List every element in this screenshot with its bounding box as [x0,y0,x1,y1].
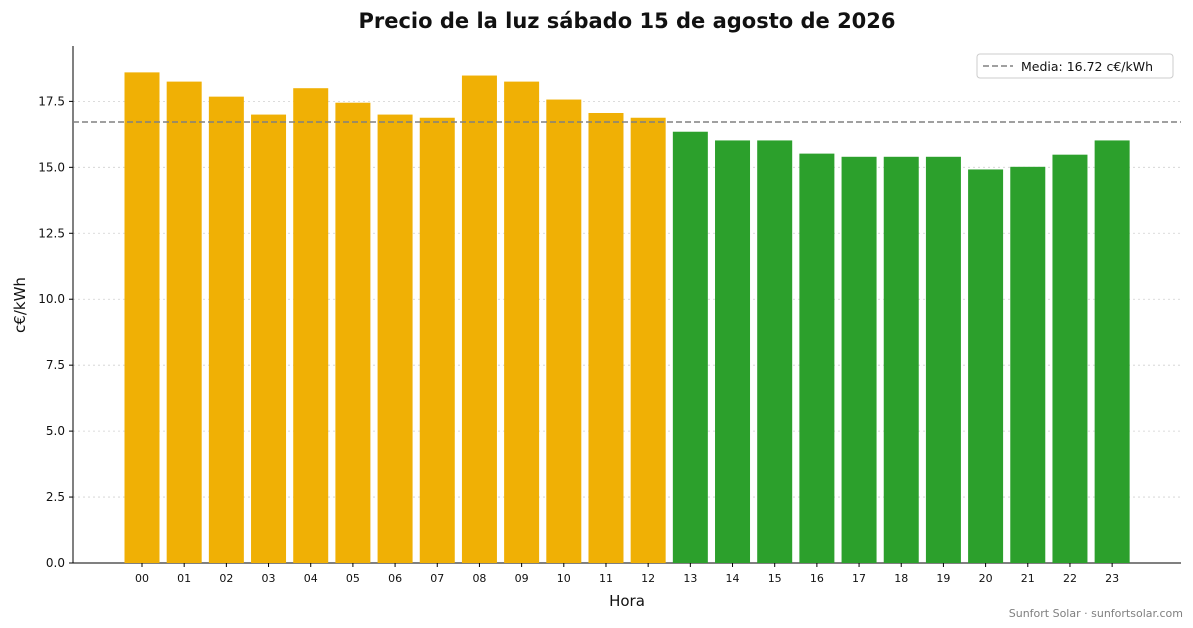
legend: Media: 16.72 c€/kWh [976,53,1174,79]
y-tick-label: 10.0 [38,292,65,306]
y-tick-label: 0.0 [46,556,65,570]
bars [124,72,1130,564]
bar-hour-07 [419,117,455,563]
bar-hour-05 [335,102,371,563]
x-tick-label: 00 [135,572,149,585]
x-tick-label: 14 [726,572,740,585]
bar-hour-00 [124,72,160,563]
bar-hour-14 [715,140,751,563]
bar-hour-15 [757,140,793,563]
x-tick-label: 19 [936,572,950,585]
bar-hour-11 [588,112,624,564]
bar-hour-06 [377,114,413,563]
x-tick-label: 16 [810,572,824,585]
legend-mean-label: Media: 16.72 c€/kWh [1021,59,1153,74]
bar-hour-12 [630,117,666,563]
bar-hour-23 [1094,140,1130,563]
bar-hour-16 [799,153,835,563]
y-tick-label: 15.0 [38,160,65,174]
y-tick-label: 7.5 [46,358,65,372]
bar-hour-03 [251,114,287,563]
x-ticks: 00 01 02 03 04 05 06 07 08 09 10 11 12 13 14 15 16 17 18 19… [135,563,1119,585]
bar-hour-21 [1010,166,1046,563]
x-tick-label: 05 [346,572,360,585]
bar-hour-08 [461,75,497,564]
y-tick-label: 12.5 [38,226,65,240]
y-tick-label: 17.5 [38,94,65,108]
x-tick-label: 22 [1063,572,1077,585]
x-tick-label: 11 [599,572,613,585]
x-tick-label: 15 [768,572,782,585]
bar-hour-02 [208,96,244,563]
x-tick-label: 03 [262,572,276,585]
x-axis-label: Hora [609,592,645,610]
credit-text: Sunfort Solar · sunfortsolar.com [1009,607,1183,620]
x-tick-label: 04 [304,572,318,585]
x-tick-label: 20 [979,572,993,585]
bar-hour-22 [1052,154,1088,563]
x-tick-label: 01 [177,572,191,585]
x-tick-label: 10 [557,572,571,585]
bar-hour-01 [166,81,202,564]
x-tick-label: 17 [852,572,866,585]
chart-title: Precio de la luz sábado 15 de agosto de … [358,9,895,33]
bar-hour-13 [672,131,708,563]
bar-hour-20 [968,169,1004,563]
x-tick-label: 12 [641,572,655,585]
x-tick-label: 07 [430,572,444,585]
x-tick-label: 02 [219,572,233,585]
y-ticks: 0.0 2.5 5.0 7.5 10.0 12.5 15.0 17.5 [38,94,73,570]
y-tick-label: 2.5 [46,490,65,504]
x-tick-label: 21 [1021,572,1035,585]
bar-hour-17 [841,156,877,564]
y-tick-label: 5.0 [46,424,65,438]
bar-hour-10 [546,99,582,564]
x-tick-label: 06 [388,572,402,585]
x-tick-label: 08 [472,572,486,585]
x-tick-label: 18 [894,572,908,585]
bar-hour-18 [883,156,919,564]
bar-hour-19 [925,156,961,564]
x-tick-label: 13 [683,572,697,585]
bar-hour-09 [504,81,540,564]
x-tick-label: 09 [515,572,529,585]
legend-box [976,53,1174,79]
y-axis-label: c€/kWh [11,277,29,333]
bar-hour-04 [293,88,329,564]
x-tick-label: 23 [1105,572,1119,585]
